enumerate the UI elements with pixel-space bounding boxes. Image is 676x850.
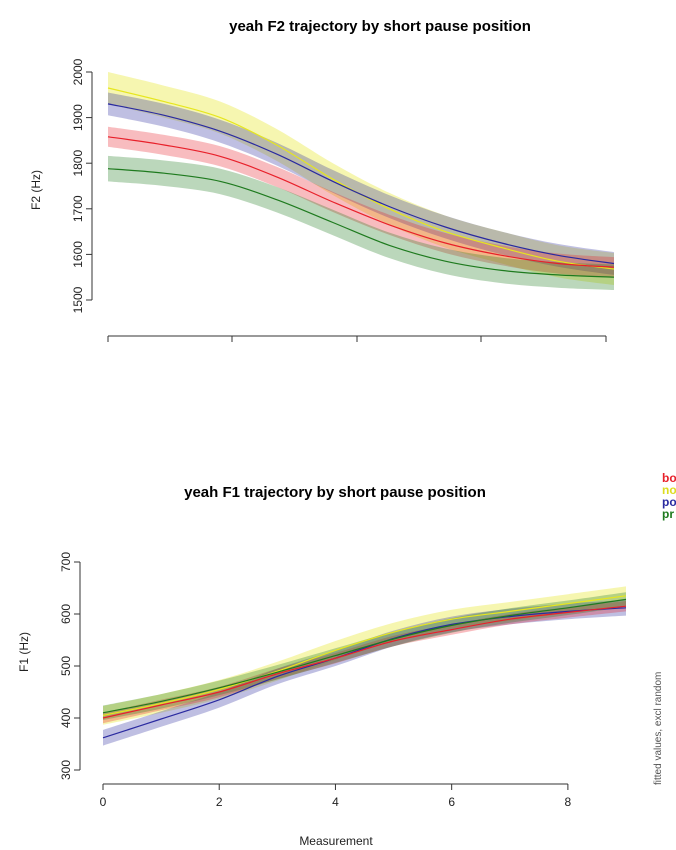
- f1-y-tick-label: 300: [59, 760, 73, 780]
- legend-item-2: po: [662, 495, 676, 509]
- f1-chart-title: yeah F1 trajectory by short pause positi…: [184, 484, 486, 501]
- legend-item-3: pr: [662, 507, 674, 521]
- f2-y-tick-label: 1900: [71, 104, 85, 131]
- f2-chart-title: yeah F2 trajectory by short pause positi…: [229, 18, 531, 35]
- f1-band-post: [103, 600, 626, 746]
- f1-x-tick-label: 2: [216, 795, 223, 809]
- f1-x-tick-label: 6: [448, 795, 455, 809]
- f1-x-axis-label: Measurement: [299, 834, 373, 848]
- f1-line-before: [102, 605, 627, 719]
- f1-y-tick-label: 700: [59, 552, 73, 572]
- f2-series-lines: [107, 87, 615, 278]
- f2-line-post: [107, 103, 615, 265]
- f2-y-tick-label: 1800: [71, 150, 85, 177]
- f2-y-tick-label: 2000: [71, 58, 85, 85]
- f2-y-tick-label: 1500: [71, 286, 85, 313]
- f2-line-before: [107, 136, 615, 268]
- f1-line-pre: [102, 598, 627, 714]
- f1-axes: 300 400 500 600 700 0 2 4 6 8: [59, 552, 572, 809]
- f1-line-none: [102, 595, 627, 716]
- f2-line-pre: [107, 168, 615, 278]
- f2-axes: 1500 1600 1700 1800 1900 2000: [71, 58, 607, 342]
- f2-y-axis-label: F2 (Hz): [29, 170, 43, 210]
- f2-band-post: [108, 92, 614, 275]
- f2-y-tick-label: 1700: [71, 195, 85, 222]
- f1-band-before: [103, 601, 626, 724]
- f1-x-tick-label: 8: [565, 795, 572, 809]
- f2-band-before: [108, 126, 614, 278]
- f2-y-tick-label: 1600: [71, 241, 85, 268]
- f1-x-tick-label: 0: [100, 795, 107, 809]
- f1-line-post: [102, 607, 627, 739]
- f1-y-axis-label: F1 (Hz): [17, 632, 31, 672]
- legend-item-1: no: [662, 483, 676, 497]
- f1-y-tick-label: 600: [59, 604, 73, 624]
- f2-confidence-bands: [108, 72, 614, 290]
- legend-item-0: bo: [662, 471, 676, 485]
- f1-chart: yeah F1 trajectory by short pause positi…: [17, 484, 627, 848]
- f2-chart: yeah F2 trajectory by short pause positi…: [29, 18, 615, 342]
- f1-series-lines: [102, 595, 627, 739]
- f1-y-tick-label: 500: [59, 656, 73, 676]
- f1-y-tick-label: 400: [59, 708, 73, 728]
- f1-x-tick-label: 4: [332, 795, 339, 809]
- f2-band-none: [108, 72, 614, 285]
- f2-band-pre: [108, 155, 614, 290]
- side-note: fitted values, excl random: [653, 672, 664, 785]
